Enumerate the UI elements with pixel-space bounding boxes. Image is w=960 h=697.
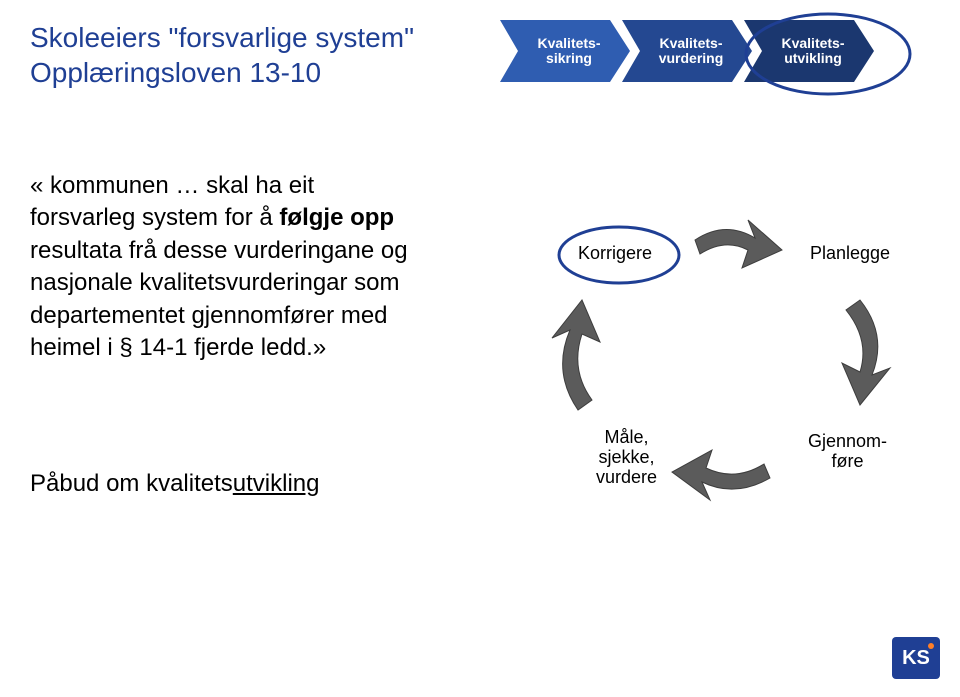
chevron-label: Kvalitets- sikring <box>500 20 630 82</box>
ks-logo: KS <box>892 637 940 679</box>
caption-line: Påbud om kvalitetsutvikling <box>30 470 320 498</box>
chevron-2: Kvalitets- vurdering <box>622 20 752 82</box>
cycle-label-planlegge: Planlegge <box>810 244 890 264</box>
logo-dot-icon <box>928 643 934 649</box>
body-paragraph: « kommunen … skal ha eit forsvarleg syst… <box>30 170 460 364</box>
cycle-label-korrigere: Korrigere <box>578 244 652 264</box>
chevron-row: Kvalitets- sikring Kvalitets- vurdering … <box>500 20 866 82</box>
arrow-left-icon <box>552 300 600 410</box>
cycle-label-gjennomfore: Gjennom- føre <box>808 432 887 472</box>
caption-plain: Påbud om kvalitets <box>30 470 233 497</box>
cycle-label-maale: Måle, sjekke, vurdere <box>596 428 657 487</box>
body-bold: følgje opp <box>279 204 394 231</box>
highlight-oval-icon <box>738 8 918 100</box>
caption-under: utvikling <box>233 470 320 497</box>
arrow-right-icon <box>842 300 890 405</box>
body-after: resultata frå desse vurderingane og nasj… <box>30 237 408 361</box>
chevron-1: Kvalitets- sikring <box>500 20 630 82</box>
page-title: Skoleeiers "forsvarlige system" Opplærin… <box>30 20 414 90</box>
logo-text: KS <box>902 647 930 670</box>
body-before: « kommunen … skal ha eit forsvarleg syst… <box>30 172 314 231</box>
cycle-diagram: Korrigere Planlegge Måle, sjekke, vurder… <box>520 200 920 520</box>
title-line2: Opplæringsloven 13-10 <box>30 55 414 90</box>
arrow-bottom-icon <box>672 450 770 500</box>
title-line1: Skoleeiers "forsvarlige system" <box>30 20 414 55</box>
chevron-label: Kvalitets- vurdering <box>622 20 752 82</box>
arrow-top-icon <box>695 220 782 268</box>
